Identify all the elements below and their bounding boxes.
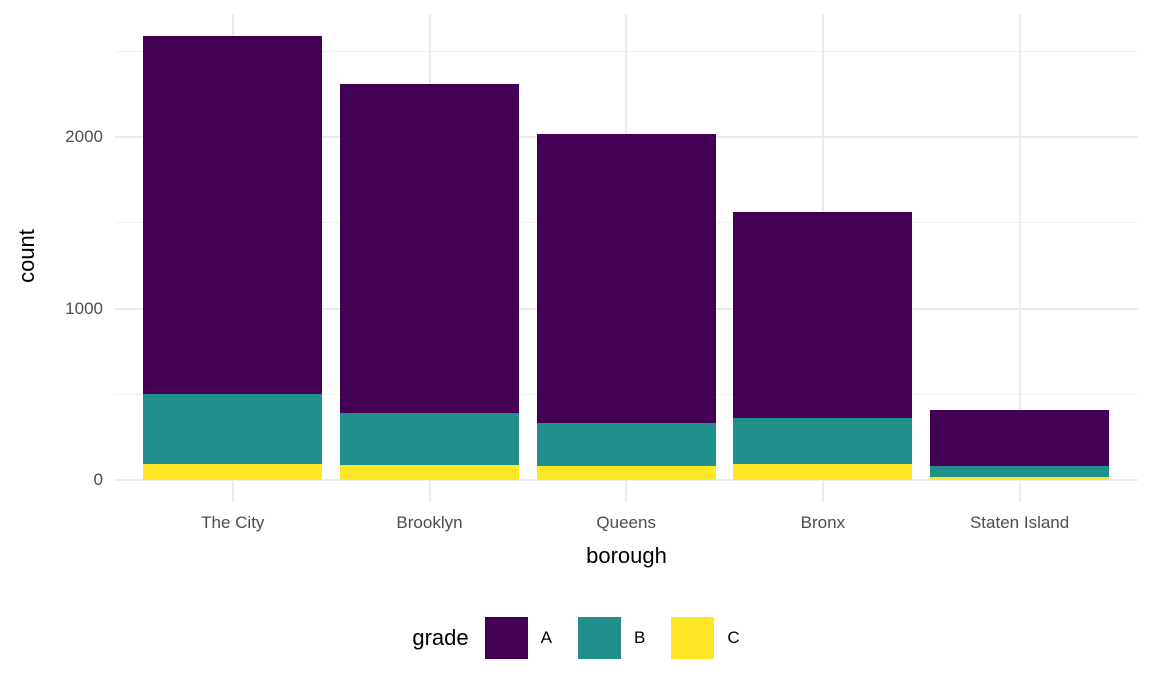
bar-the-city-grade-A	[143, 35, 323, 395]
legend-entry-A: A	[484, 617, 552, 659]
y-tick-label-2000: 2000	[65, 127, 103, 146]
legend-entry-B: B	[578, 617, 645, 659]
bar-bronx-grade-A	[733, 211, 913, 419]
bar-staten-island-grade-C	[930, 477, 1110, 480]
y-tick-label-1000: 1000	[65, 298, 103, 318]
bar-bronx-grade-B	[733, 418, 913, 464]
x-tick-label-bronx: Bronx	[800, 513, 846, 532]
legend-label-B: B	[634, 628, 646, 647]
bar-the-city-grade-B	[143, 394, 323, 464]
bar-the-city-grade-C	[143, 463, 323, 480]
bar-brooklyn-grade-B	[340, 413, 519, 465]
legend-label-A: A	[540, 628, 552, 647]
x-tick-label-staten-island: Staten Island	[969, 513, 1070, 532]
legend: grade A B C	[0, 615, 1152, 661]
legend-swatch-C	[671, 617, 715, 659]
bar-bronx-grade-C	[733, 463, 913, 480]
gridline-major-x-4	[1018, 14, 1021, 502]
bar-queens-grade-C	[536, 466, 716, 480]
legend-entry-C: C	[671, 617, 740, 659]
x-tick-label-queens: Queens	[596, 513, 656, 532]
legend-entries: A B C	[484, 617, 740, 659]
bar-staten-island-grade-A	[930, 409, 1110, 467]
y-tick-label-0: 0	[93, 470, 103, 489]
legend-swatch-A	[484, 617, 528, 659]
bar-brooklyn-grade-A	[340, 83, 519, 414]
legend-swatch-B	[578, 617, 621, 659]
bar-queens-grade-B	[536, 423, 716, 467]
bar-queens-grade-A	[536, 133, 716, 424]
legend-title: grade	[412, 625, 469, 650]
x-tick-label-the-city: The City	[201, 513, 265, 532]
legend-label-C: C	[727, 628, 740, 647]
bar-brooklyn-grade-C	[340, 464, 519, 480]
x-axis-title: borough	[586, 543, 667, 568]
y-axis-title-text: count	[14, 229, 39, 283]
plot-panel	[115, 14, 1138, 502]
x-tick-label-brooklyn: Brooklyn	[396, 513, 463, 532]
bar-staten-island-grade-B	[930, 466, 1110, 478]
